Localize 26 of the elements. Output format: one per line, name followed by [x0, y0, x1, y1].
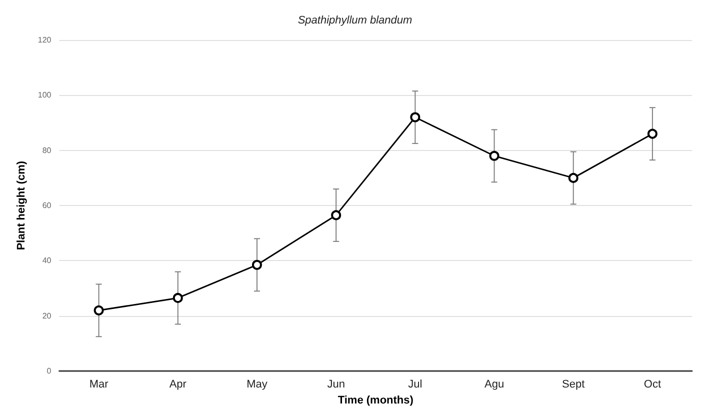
x-axis-title: Time (months)	[338, 394, 414, 406]
x-tick-label: Jun	[327, 378, 345, 391]
point	[94, 305, 104, 316]
x-tick-label: Sept	[562, 378, 585, 391]
y-tick-label: 100	[38, 90, 52, 100]
point	[647, 128, 658, 139]
x-tick-label: Mar	[89, 378, 109, 391]
point	[331, 210, 342, 220]
chart-title: Spathiphyllum blandum	[298, 14, 412, 26]
y-tick-label: 120	[38, 36, 52, 44]
x-tick-label: Agu	[484, 378, 504, 391]
y-tick-label: 40	[42, 256, 52, 266]
y-tick-label: 60	[42, 201, 52, 210]
x-tick-label: Apr	[169, 378, 187, 391]
y-tick-label: 0	[46, 366, 52, 376]
x-tick-label: Jul	[408, 378, 422, 391]
point	[252, 260, 262, 270]
point	[172, 292, 183, 303]
point	[489, 150, 500, 161]
y-tick-label: 80	[42, 146, 52, 155]
y-tick-label: 20	[42, 311, 52, 320]
point	[410, 112, 420, 122]
x-tick-label: Oct	[644, 378, 662, 391]
x-tick-label: May	[246, 378, 268, 391]
y-axis-title: Plant height (cm)	[16, 160, 28, 250]
point	[568, 172, 578, 183]
